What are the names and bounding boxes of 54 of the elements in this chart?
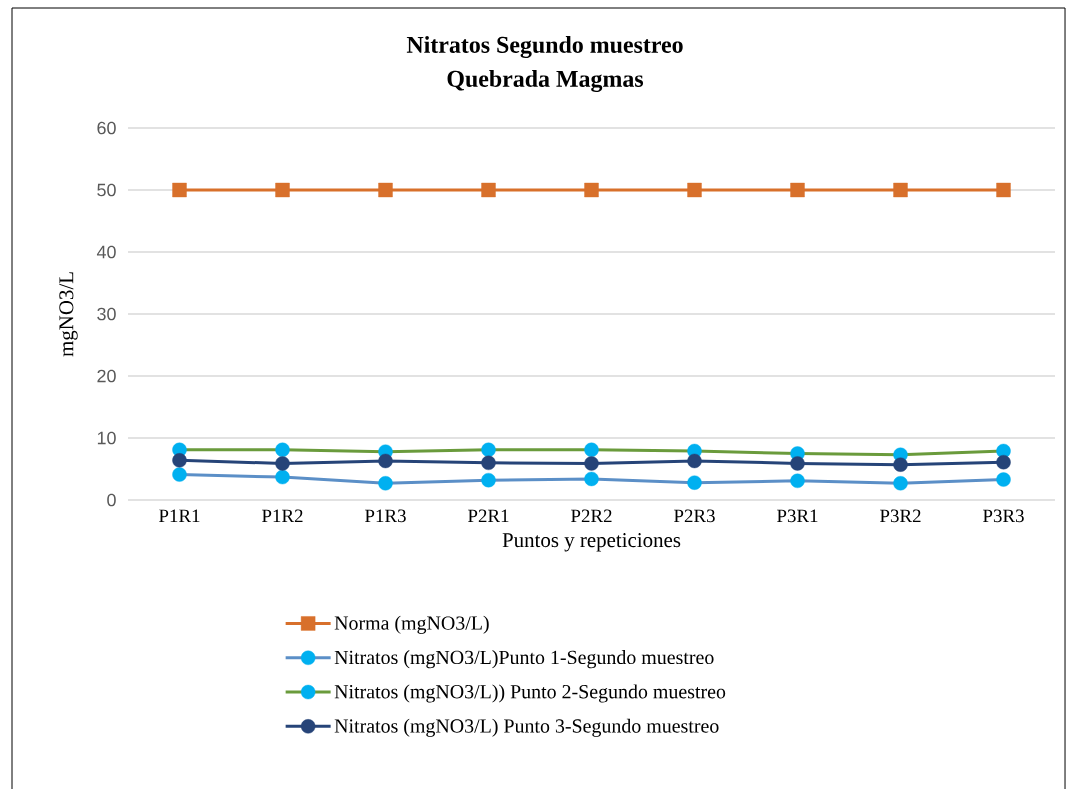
- point: [893, 457, 908, 472]
- point: [687, 475, 702, 490]
- point: [790, 182, 805, 198]
- point: [275, 182, 290, 198]
- x-tick-label: P2R3: [674, 509, 715, 523]
- legend-label: Nitratos (mgNO3/L) Punto 3-Segundo muestreo: [334, 718, 719, 737]
- point: [584, 182, 599, 198]
- x-tick-label: P3R2: [880, 509, 921, 523]
- point: [172, 453, 187, 468]
- point: [481, 455, 496, 471]
- y-tick-label: 20: [97, 369, 116, 383]
- point: [584, 456, 599, 471]
- point: [790, 456, 805, 471]
- legend-label: Nitratos (mgNO3/L)) Punto 2-Segundo muestreo: [334, 684, 726, 703]
- point: [687, 182, 702, 198]
- x-tick-label: P3R1: [777, 509, 818, 523]
- point: [790, 473, 805, 488]
- x-tick-label: P2R2: [571, 509, 612, 523]
- point: [378, 453, 393, 469]
- y-tick-label: 50: [97, 183, 116, 197]
- y-tick-label: 60: [97, 121, 116, 135]
- point: [275, 442, 290, 457]
- point: [996, 182, 1011, 198]
- point: [378, 476, 393, 491]
- x-tick-label: P1R3: [365, 509, 406, 523]
- point: [893, 476, 908, 491]
- point: [481, 182, 496, 198]
- x-tick-label: P1R1: [159, 509, 200, 523]
- x-axis-title: Puntos y repeticiones: [502, 533, 681, 552]
- y-tick-label: 30: [97, 307, 116, 321]
- point: [893, 182, 908, 198]
- point: [996, 454, 1011, 470]
- point: [275, 469, 290, 485]
- point: [481, 442, 496, 457]
- point: [378, 182, 393, 198]
- point: [481, 472, 496, 488]
- y-tick-label: 10: [97, 431, 116, 445]
- point: [172, 467, 187, 482]
- point: [275, 456, 290, 471]
- point: [172, 182, 187, 198]
- y-tick-label: 40: [96, 245, 116, 259]
- point: [687, 453, 702, 469]
- x-tick-label: P3R3: [983, 509, 1024, 523]
- x-tick-label: P2R1: [468, 509, 509, 523]
- point: [996, 472, 1011, 487]
- y-tick-label: 0: [107, 493, 116, 507]
- legend-label: Norma (mgNO3/L): [334, 615, 489, 634]
- legend-label: Nitratos (mgNO3/L)Punto 1-Segundo muestreo: [334, 650, 714, 669]
- point: [584, 471, 599, 487]
- chart-title: Nitratos Segundo muestreo: [406, 36, 683, 58]
- y-axis-title: mgNO3/L: [59, 272, 78, 357]
- point: [584, 442, 599, 457]
- x-tick-label: P1R2: [262, 509, 303, 523]
- chart-subtitle: Quebrada Magmas: [447, 70, 644, 92]
